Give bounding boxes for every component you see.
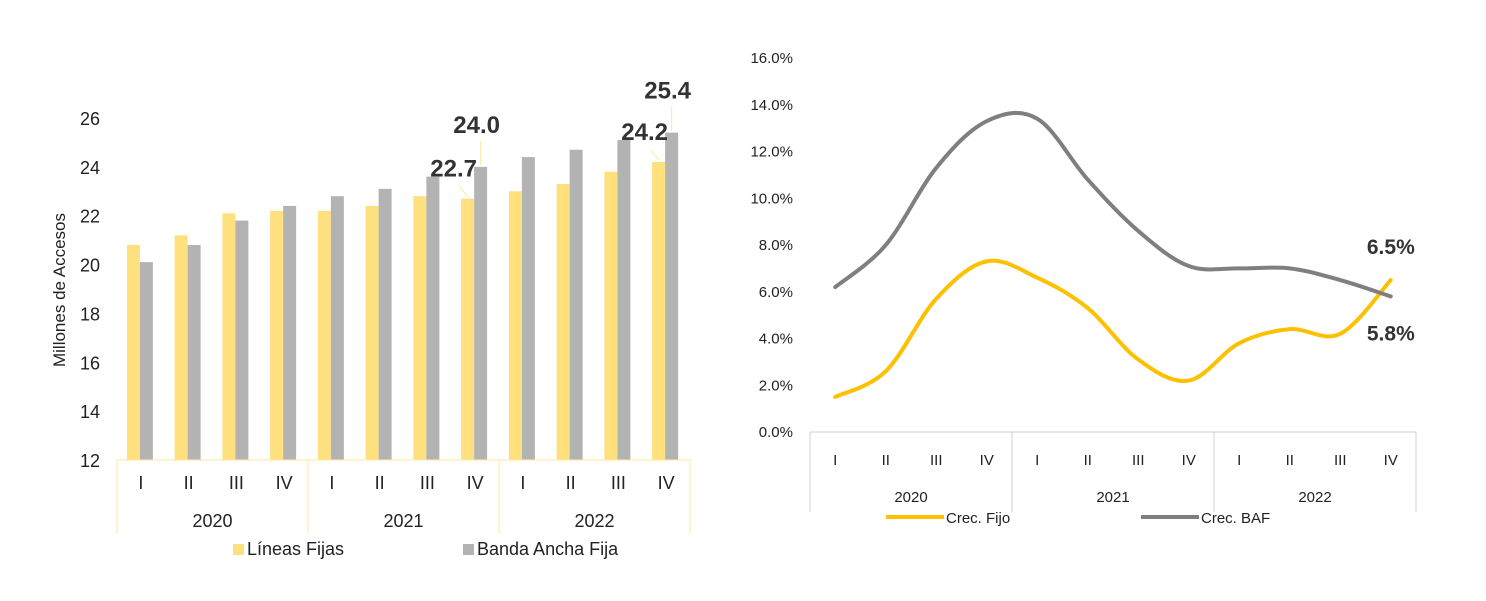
line-crec-baf — [833, 110, 1393, 299]
legend-label-banda-ancha: Banda Ancha Fija — [477, 539, 619, 559]
x-tick-label: IV — [467, 473, 484, 493]
y-tick-label: 22 — [80, 207, 100, 227]
y-tick-label: 4.0% — [759, 331, 793, 348]
data-label: 24.0 — [453, 112, 500, 139]
data-label: 22.7 — [430, 156, 477, 183]
bar-banda-ancha — [378, 188, 392, 461]
bar-banda-ancha — [665, 132, 679, 460]
bar-banda-ancha — [283, 205, 297, 460]
x-tick-label: II — [1084, 452, 1092, 469]
x-tick-label: III — [420, 473, 435, 493]
x-tick-label: III — [611, 473, 626, 493]
y-tick-label: 20 — [80, 256, 100, 276]
bar-lineas-fijas — [222, 213, 236, 460]
data-label: 24.2 — [621, 119, 668, 146]
x-group-label: 2022 — [1298, 489, 1331, 506]
right-line-chart: 0.0% 2.0% 4.0% 6.0% 8.0% 10.0% 12.0% 14.0% 16.0%… — [750, 50, 1417, 527]
y-tick-label: 8.0% — [759, 237, 793, 254]
y-tick-label: 10.0% — [750, 190, 793, 207]
x-tick-label: I — [329, 473, 334, 493]
bar-lineas-fijas — [461, 198, 475, 460]
y-tick-label: 14.0% — [750, 97, 793, 114]
x-group-label: 2021 — [383, 511, 423, 531]
x-tick-label: II — [184, 473, 194, 493]
bar-banda-ancha — [426, 176, 440, 460]
x-tick-label: IV — [1384, 452, 1398, 469]
y-tick-label: 18 — [80, 304, 100, 324]
x-group-label: 2021 — [1096, 489, 1129, 506]
line-crec-fijo — [833, 258, 1393, 399]
x-tick-label: III — [930, 452, 943, 469]
legend-swatch-banda-ancha — [463, 544, 474, 555]
x-tick-label: I — [1035, 452, 1039, 469]
bar-banda-ancha — [474, 166, 488, 460]
x-tick-label: IV — [980, 452, 994, 469]
x-group-label: 2020 — [894, 489, 927, 506]
y-tick-label: 24 — [80, 158, 100, 178]
y-tick-label: 16 — [80, 353, 100, 373]
x-tick-label: III — [229, 473, 244, 493]
bar-banda-ancha — [235, 220, 249, 460]
bar-lineas-fijas — [174, 235, 188, 460]
bar-lineas-fijas — [508, 191, 522, 461]
x-tick-label: III — [1334, 452, 1347, 469]
bar-banda-ancha — [187, 245, 201, 460]
y-tick-label: 12 — [80, 451, 100, 471]
y-axis-label: Millones de Accesos — [50, 213, 69, 367]
x-group-label: 2020 — [192, 511, 232, 531]
bar-lineas-fijas — [604, 171, 618, 460]
y-tick-label: 16.0% — [750, 50, 793, 67]
bar-lineas-fijas — [556, 183, 570, 460]
data-label: 5.8% — [1367, 322, 1415, 345]
y-tick-label: 2.0% — [759, 377, 793, 394]
x-tick-label: II — [375, 473, 385, 493]
bar-banda-ancha — [617, 139, 631, 460]
x-tick-label: II — [882, 452, 890, 469]
data-label: 6.5% — [1367, 236, 1415, 259]
bar-banda-ancha — [330, 196, 344, 460]
data-label-leader — [650, 149, 660, 161]
bar-lineas-fijas — [126, 245, 140, 460]
x-tick-label: II — [566, 473, 576, 493]
x-tick-label: I — [833, 452, 837, 469]
data-label: 25.4 — [644, 78, 691, 105]
bar-banda-ancha — [139, 262, 153, 460]
x-tick-label: II — [1286, 452, 1294, 469]
y-tick-label: 0.0% — [759, 424, 793, 441]
bar-banda-ancha — [521, 157, 535, 461]
bar-banda-ancha — [569, 149, 583, 460]
y-tick-label: 26 — [80, 109, 100, 129]
x-tick-label: IV — [276, 473, 293, 493]
bar-lineas-fijas — [270, 210, 284, 460]
x-tick-label: I — [138, 473, 143, 493]
bar-lineas-fijas — [413, 196, 427, 460]
x-tick-label: IV — [1182, 452, 1196, 469]
legend-label-crec-baf: Crec. BAF — [1201, 510, 1270, 527]
x-tick-label: I — [1237, 452, 1241, 469]
x-group-label: 2022 — [574, 511, 614, 531]
y-tick-label: 12.0% — [750, 144, 793, 161]
data-label-leader — [459, 186, 469, 197]
x-tick-label: IV — [658, 473, 675, 493]
y-tick-label: 6.0% — [759, 284, 793, 301]
bar-lineas-fijas — [317, 210, 331, 460]
legend-label-crec-fijo: Crec. Fijo — [946, 510, 1010, 527]
x-tick-label: III — [1132, 452, 1145, 469]
y-tick-label: 14 — [80, 402, 100, 422]
bar-lineas-fijas — [365, 205, 379, 460]
legend-label-lineas-fijas: Líneas Fijas — [247, 539, 344, 559]
bar-lineas-fijas — [652, 161, 666, 460]
legend-swatch-lineas-fijas — [233, 544, 244, 555]
x-tick-label: I — [520, 473, 525, 493]
